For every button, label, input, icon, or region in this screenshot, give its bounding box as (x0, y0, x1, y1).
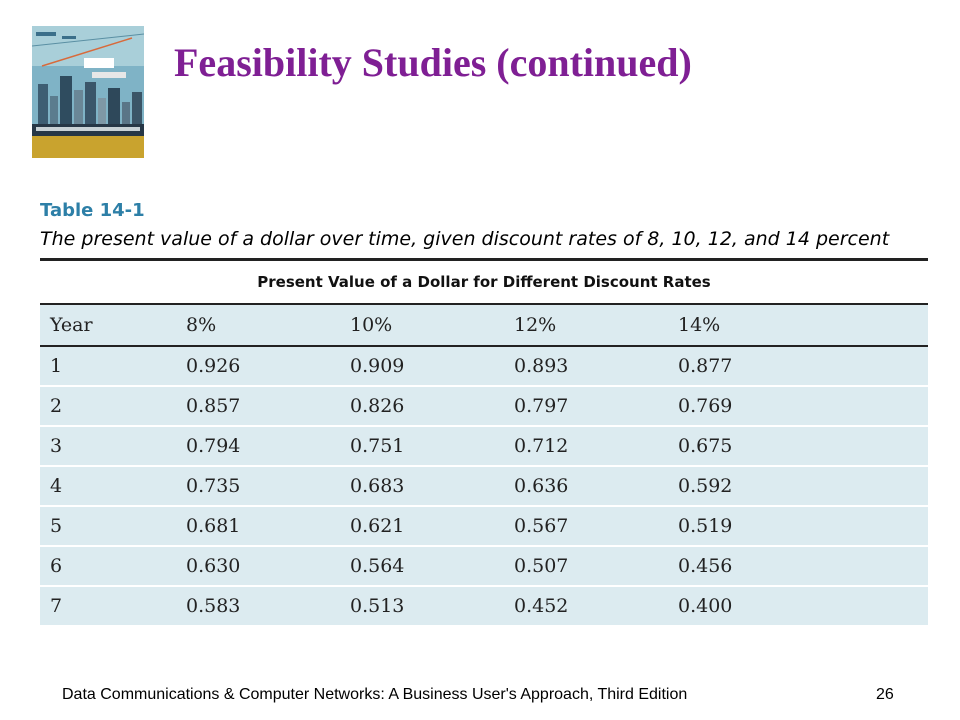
page-number: 26 (876, 686, 894, 703)
value-cell: 0.507 (514, 555, 569, 577)
column-header-8-percent: 8% (186, 314, 217, 336)
table-row: 1 0.926 0.909 0.893 0.877 (40, 346, 928, 386)
value-cell: 0.893 (514, 355, 569, 377)
table-row: 4 0.735 0.683 0.636 0.592 (40, 466, 928, 506)
table-row: 2 0.857 0.826 0.797 0.769 (40, 386, 928, 426)
table-row: 5 0.681 0.621 0.567 0.519 (40, 506, 928, 546)
year-cell: 3 (50, 435, 63, 457)
year-cell: 7 (50, 595, 63, 617)
book-cover-image (32, 26, 144, 158)
value-cell: 0.621 (350, 515, 405, 537)
slide-footer: Data Communications & Computer Networks:… (62, 686, 688, 703)
column-header-12-percent: 12% (514, 314, 557, 336)
year-cell: 1 (50, 355, 63, 377)
column-header-year: Year (50, 314, 93, 336)
value-cell: 0.513 (350, 595, 405, 617)
year-cell: 6 (50, 555, 63, 577)
value-cell: 0.567 (514, 515, 569, 537)
slide-title: Feasibility Studies (continued) (174, 40, 692, 85)
book-cover-city-skyline-icon (32, 26, 144, 158)
column-header-14-percent: 14% (678, 314, 721, 336)
year-cell: 4 (50, 475, 63, 497)
value-cell: 0.751 (350, 435, 405, 457)
value-cell: 0.456 (678, 555, 733, 577)
present-value-table: Year 8% 10% 12% 14% 1 0.926 0.909 0.893 … (40, 303, 928, 625)
value-cell: 0.712 (514, 435, 569, 457)
year-cell: 5 (50, 515, 63, 537)
value-cell: 0.519 (678, 515, 733, 537)
value-cell: 0.675 (678, 435, 733, 457)
table-figure: Table 14-1 The present value of a dollar… (40, 198, 928, 625)
column-header-10-percent: 10% (350, 314, 393, 336)
table-label: Table 14-1 (40, 200, 145, 221)
table-row: 7 0.583 0.513 0.452 0.400 (40, 586, 928, 625)
value-cell: 0.794 (186, 435, 241, 457)
value-cell: 0.909 (350, 355, 405, 377)
value-cell: 0.452 (514, 595, 569, 617)
table-header-row: Year 8% 10% 12% 14% (40, 304, 928, 346)
value-cell: 0.877 (678, 355, 733, 377)
value-cell: 0.797 (514, 395, 569, 417)
value-cell: 0.769 (678, 395, 733, 417)
value-cell: 0.592 (678, 475, 733, 497)
value-cell: 0.681 (186, 515, 241, 537)
value-cell: 0.826 (350, 395, 405, 417)
value-cell: 0.735 (186, 475, 241, 497)
value-cell: 0.857 (186, 395, 241, 417)
value-cell: 0.636 (514, 475, 569, 497)
value-cell: 0.683 (350, 475, 405, 497)
table-row: 3 0.794 0.751 0.712 0.675 (40, 426, 928, 466)
top-rule (40, 258, 928, 261)
value-cell: 0.400 (678, 595, 733, 617)
table-super-header: Present Value of a Dollar for Different … (257, 273, 711, 291)
year-cell: 2 (50, 395, 63, 417)
value-cell: 0.583 (186, 595, 241, 617)
table-row: 6 0.630 0.564 0.507 0.456 (40, 546, 928, 586)
value-cell: 0.564 (350, 555, 405, 577)
table-caption: The present value of a dollar over time,… (40, 228, 890, 250)
value-cell: 0.926 (186, 355, 241, 377)
value-cell: 0.630 (186, 555, 241, 577)
